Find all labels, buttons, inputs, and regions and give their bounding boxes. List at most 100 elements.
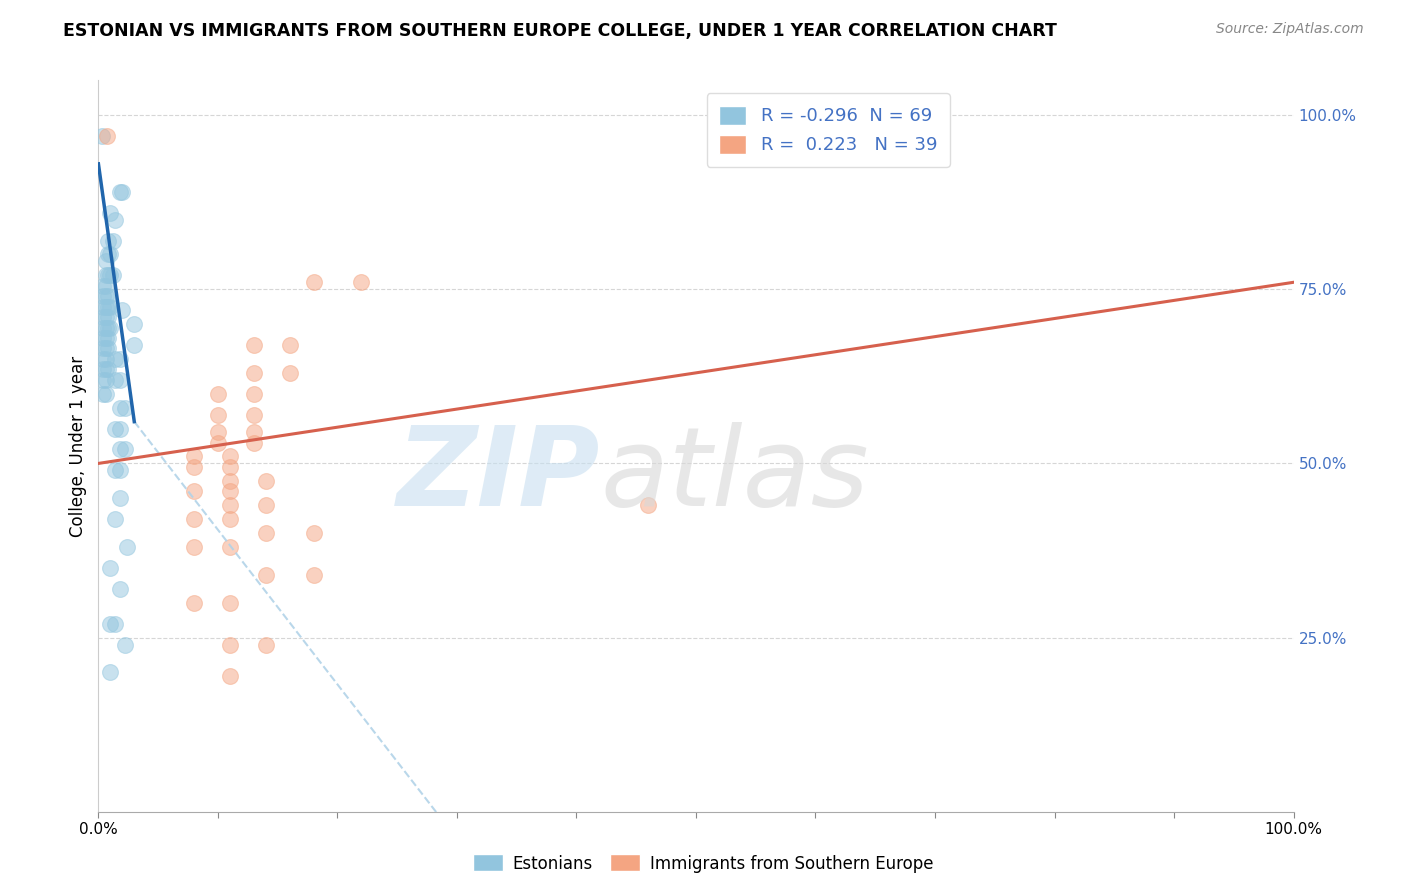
Point [91,278,114,293]
Point [98,665,122,680]
Point [94,320,117,334]
Point [94,331,117,345]
Point [101,268,124,283]
Point [183,596,205,610]
Point [183,512,205,526]
Text: ESTONIAN VS IMMIGRANTS FROM SOUTHERN EUROPE COLLEGE, UNDER 1 YEAR CORRELATION CH: ESTONIAN VS IMMIGRANTS FROM SOUTHERN EUR… [63,22,1057,40]
Point [243,386,266,401]
Point [254,638,277,652]
Point [108,463,131,477]
Point [94,342,117,356]
Text: Source: ZipAtlas.com: Source: ZipAtlas.com [1216,22,1364,37]
Point [108,373,131,387]
Point [104,616,127,631]
Point [219,484,242,499]
Y-axis label: College, Under 1 year: College, Under 1 year [69,355,87,537]
Point [94,351,117,366]
Point [104,421,127,435]
Point [243,366,266,380]
Point [94,386,117,401]
Point [97,234,120,248]
Point [254,474,277,488]
Point [108,442,131,457]
Point [108,401,131,415]
Point [94,310,117,325]
Point [98,561,122,575]
Point [91,331,114,345]
Point [104,373,127,387]
Point [114,442,136,457]
Point [94,362,117,376]
Point [104,351,127,366]
Point [91,342,114,356]
Point [91,373,114,387]
Point [115,540,138,554]
Text: atlas: atlas [600,422,869,529]
Point [183,450,205,464]
Point [94,300,117,314]
Point [91,300,114,314]
Point [219,638,242,652]
Point [254,567,277,582]
Point [219,450,242,464]
Point [91,289,114,303]
Point [97,331,120,345]
Point [91,362,114,376]
Point [219,498,242,512]
Point [97,320,120,334]
Point [243,338,266,352]
Point [94,373,117,387]
Point [278,366,301,380]
Point [94,254,117,268]
Point [219,512,242,526]
Point [91,320,114,334]
Point [124,338,146,352]
Point [91,386,114,401]
Point [91,310,114,325]
Point [278,338,301,352]
Point [637,498,659,512]
Point [302,567,325,582]
Point [94,289,117,303]
Point [98,268,122,283]
Point [254,526,277,541]
Point [243,408,266,422]
Point [94,278,117,293]
Legend: Estonians, Immigrants from Southern Europe: Estonians, Immigrants from Southern Euro… [467,847,939,880]
Point [101,234,124,248]
Point [104,463,127,477]
Point [124,317,146,331]
Point [97,310,120,325]
Point [111,303,134,318]
Point [97,289,120,303]
Point [97,342,120,356]
Point [91,128,114,143]
Point [183,484,205,499]
Point [98,247,122,261]
Legend: R = -0.296  N = 69, R =  0.223   N = 39: R = -0.296 N = 69, R = 0.223 N = 39 [707,93,950,167]
Point [219,474,242,488]
Point [104,512,127,526]
Point [108,582,131,596]
Point [108,491,131,506]
Point [207,435,229,450]
Point [98,616,122,631]
Point [114,638,136,652]
Point [207,408,229,422]
Point [108,185,131,199]
Point [104,212,127,227]
Point [97,247,120,261]
Point [219,669,242,683]
Point [98,205,122,219]
Text: ZIP: ZIP [396,422,600,529]
Point [302,275,325,289]
Point [183,540,205,554]
Point [91,351,114,366]
Point [207,425,229,439]
Point [97,268,120,283]
Point [350,275,373,289]
Point [254,498,277,512]
Point [98,300,122,314]
Point [219,459,242,474]
Point [108,351,131,366]
